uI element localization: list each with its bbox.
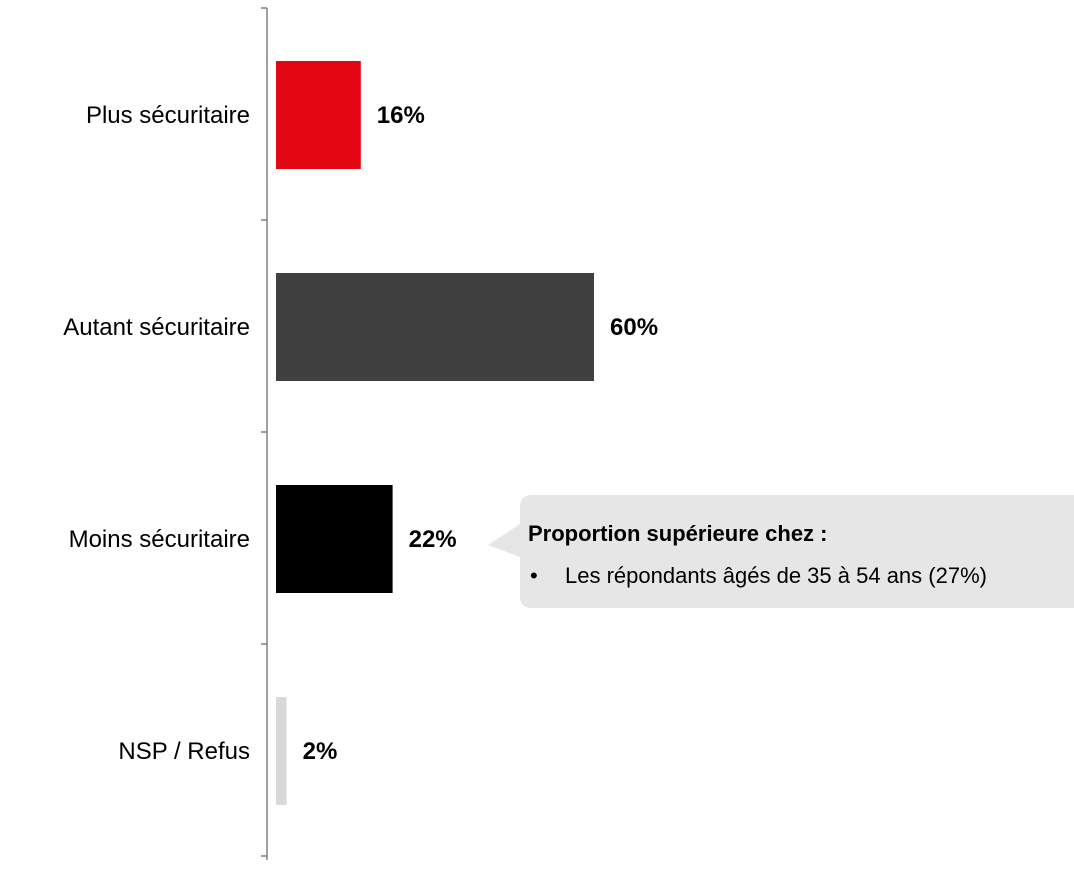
bar bbox=[276, 61, 361, 169]
callout-bullet: • bbox=[530, 563, 538, 588]
category-label: NSP / Refus bbox=[118, 738, 250, 765]
category-label: Plus sécuritaire bbox=[86, 102, 250, 129]
callout-title: Proportion supérieure chez : bbox=[528, 521, 828, 546]
value-label: 60% bbox=[610, 314, 658, 341]
callout-box: Proportion supérieure chez : • Les répon… bbox=[488, 495, 1074, 608]
bar bbox=[276, 697, 287, 805]
bars bbox=[276, 61, 594, 805]
category-label: Moins sécuritaire bbox=[69, 526, 250, 553]
value-label: 2% bbox=[303, 738, 338, 765]
labels: Plus sécuritaire 16% Autant sécuritaire 60%… bbox=[63, 102, 658, 765]
bar bbox=[276, 273, 594, 381]
category-label: Autant sécuritaire bbox=[63, 314, 250, 341]
value-label: 22% bbox=[409, 526, 457, 553]
axis bbox=[261, 7, 268, 860]
callout-shape bbox=[488, 495, 1074, 608]
callout-item: Les répondants âgés de 35 à 54 ans (27%) bbox=[565, 563, 987, 588]
bar bbox=[276, 485, 393, 593]
value-label: 16% bbox=[377, 102, 425, 129]
